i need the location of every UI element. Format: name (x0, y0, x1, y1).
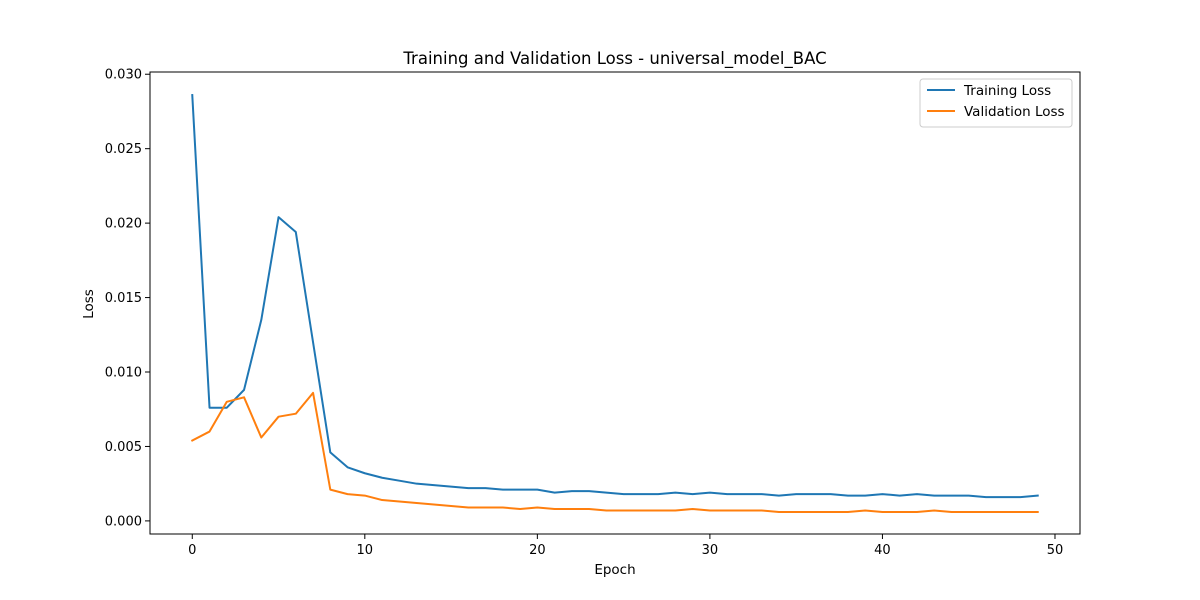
legend-label-training-loss: Training Loss (963, 83, 1051, 99)
x-tick-label: 40 (874, 543, 891, 558)
legend-label-validation-loss: Validation Loss (964, 104, 1065, 120)
legend-box (919, 78, 1073, 128)
y-axis-ticks: 0.000 0.005 0.010 0.015 0.020 0.025 0.030 (105, 68, 150, 529)
y-axis-label: Loss (81, 289, 97, 319)
x-tick-label: 30 (702, 543, 719, 558)
legend: Training Loss Validation Loss (919, 78, 1073, 128)
y-tick-label: 0.015 (105, 291, 142, 306)
series-layer (190, 94, 1039, 513)
x-tick-label: 50 (1047, 543, 1064, 558)
x-axis-ticks: 0 10 20 30 40 50 (188, 534, 1063, 558)
series-line-training-loss (191, 94, 1039, 499)
x-tick-label: 20 (529, 543, 546, 558)
y-tick-label: 0.020 (105, 217, 142, 232)
y-tick-label: 0.025 (105, 142, 142, 157)
plot-area-frame (149, 71, 1081, 535)
y-tick-label: 0.010 (105, 366, 142, 381)
series-line-validation-loss (190, 391, 1039, 513)
x-tick-label: 0 (188, 543, 196, 558)
x-tick-label: 10 (357, 543, 374, 558)
y-tick-label: 0.000 (105, 514, 142, 529)
y-tick-label: 0.005 (105, 440, 142, 455)
chart-title: Training and Validation Loss - universal… (402, 49, 826, 69)
y-tick-label: 0.030 (105, 68, 142, 83)
x-axis-label: Epoch (594, 562, 635, 578)
